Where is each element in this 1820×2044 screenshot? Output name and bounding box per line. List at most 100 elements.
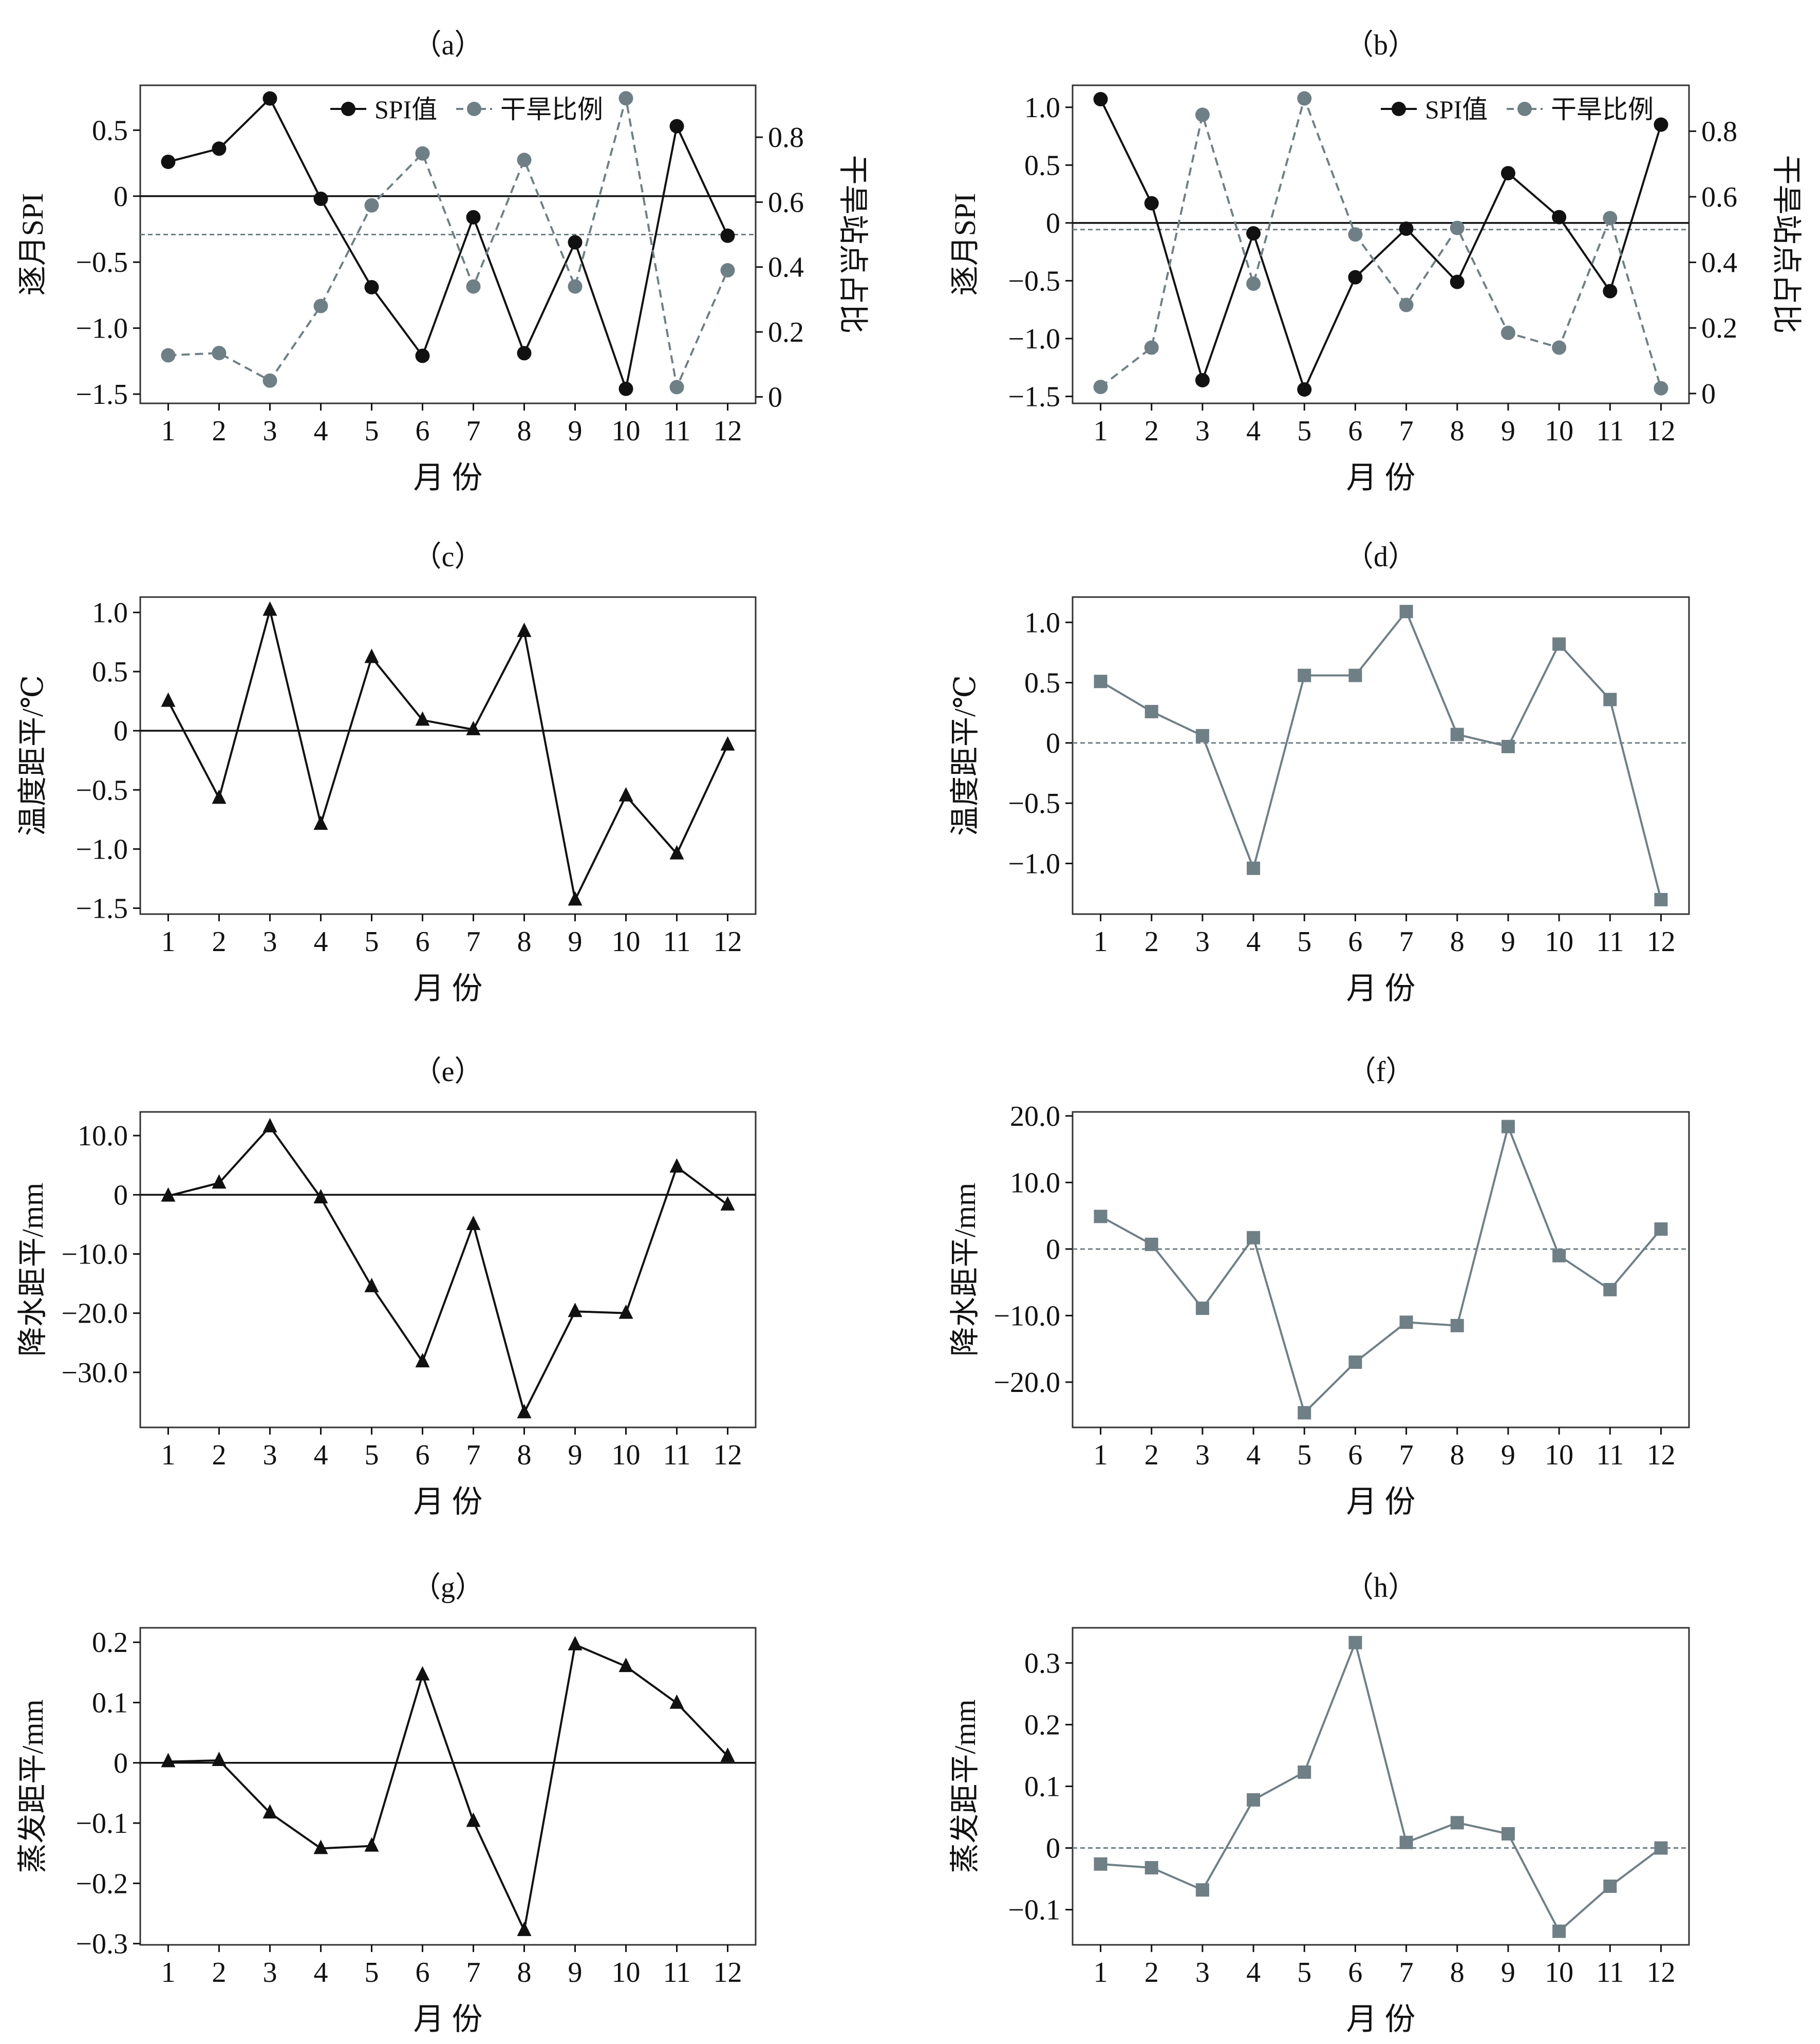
data-point bbox=[720, 736, 735, 751]
x-tick-label: 4 bbox=[313, 415, 328, 447]
data-point bbox=[669, 119, 684, 134]
y2-tick-label: 0.2 bbox=[1701, 312, 1737, 344]
data-point bbox=[1552, 210, 1567, 225]
series-1 bbox=[161, 1118, 735, 1419]
x-tick-label: 2 bbox=[212, 1957, 226, 1989]
data-point bbox=[720, 228, 735, 243]
x-tick-label: 7 bbox=[1399, 415, 1414, 447]
y2-tick-label: 0.6 bbox=[768, 187, 804, 218]
x-tick-label: 9 bbox=[568, 415, 583, 447]
x-tick-label: 5 bbox=[1297, 415, 1311, 447]
data-point bbox=[1450, 1816, 1464, 1830]
x-tick-label: 6 bbox=[1348, 1439, 1362, 1471]
y-tick-label: −0.5 bbox=[76, 247, 128, 278]
x-tick-label: 1 bbox=[1094, 415, 1108, 447]
y-tick-label: −0.5 bbox=[76, 774, 128, 806]
x-tick-label: 10 bbox=[1545, 415, 1573, 447]
chart-panel-h: （h）1 2 3 4 5 6 7 8 9 10 11 12月 份0.30.20.10−0.1蒸发距平/… bbox=[948, 1572, 1690, 2036]
data-point bbox=[212, 346, 227, 361]
data-point bbox=[1450, 274, 1465, 289]
data-point bbox=[720, 263, 735, 278]
x-tick-label: 1 bbox=[1094, 1957, 1108, 1989]
data-point bbox=[161, 692, 176, 707]
chart-panel-g: （g）1 2 3 4 5 6 7 8 9 10 11 12月 份0.20.10−0.1−0.2−0.3… bbox=[16, 1572, 757, 2036]
x-tick-label: 9 bbox=[1501, 926, 1515, 958]
y-axis-label: 温度距平/℃ bbox=[16, 675, 49, 836]
data-point bbox=[466, 1812, 481, 1827]
legend-marker bbox=[1392, 102, 1406, 116]
x-tick-label: 11 bbox=[1596, 1439, 1624, 1471]
x-tick-label: 12 bbox=[1646, 415, 1675, 447]
y-tick-label: 0.1 bbox=[92, 1687, 128, 1719]
plot-frame bbox=[139, 1627, 757, 1946]
y-tick-label: 0.5 bbox=[92, 656, 128, 688]
data-point bbox=[1297, 91, 1312, 106]
data-point bbox=[1399, 298, 1414, 312]
data-point bbox=[1093, 92, 1108, 107]
series-2 bbox=[1093, 91, 1668, 396]
data-point bbox=[212, 789, 227, 804]
x-axis-label: 月 份 bbox=[414, 972, 483, 1006]
y-tick-label: −1.0 bbox=[1008, 323, 1060, 355]
legend-marker bbox=[467, 102, 481, 116]
data-point bbox=[1654, 893, 1668, 906]
data-point bbox=[1654, 1222, 1668, 1236]
y-tick-label: 1.0 bbox=[1024, 607, 1060, 639]
x-tick-label: 2 bbox=[1144, 415, 1159, 447]
data-point bbox=[669, 380, 684, 395]
x-tick-label: 12 bbox=[714, 1439, 742, 1471]
x-tick-label: 12 bbox=[714, 926, 742, 958]
x-tick-label: 6 bbox=[415, 926, 429, 958]
plot-frame bbox=[139, 1111, 757, 1428]
data-point bbox=[212, 141, 227, 156]
y-tick-label: 0 bbox=[1046, 1234, 1060, 1266]
data-point bbox=[669, 1158, 684, 1173]
x-tick-label: 6 bbox=[415, 1957, 429, 1989]
y-tick-label: 10.0 bbox=[78, 1120, 128, 1152]
x-tick-label: 4 bbox=[313, 1439, 328, 1471]
x-tick-label: 1 bbox=[161, 415, 175, 447]
y-tick-label: −0.5 bbox=[1008, 265, 1060, 297]
series-line bbox=[1099, 99, 1662, 393]
data-point bbox=[669, 845, 684, 860]
x-tick-label: 9 bbox=[1501, 1957, 1515, 1989]
x-tick-label: 12 bbox=[714, 415, 742, 447]
series-1 bbox=[1093, 92, 1668, 397]
data-point bbox=[415, 146, 430, 161]
y-tick-label: −1.0 bbox=[1008, 848, 1060, 880]
data-point bbox=[262, 373, 277, 388]
data-point bbox=[313, 815, 328, 830]
x-axis-label: 月 份 bbox=[414, 1485, 483, 1519]
x-tick-label: 6 bbox=[1348, 1957, 1362, 1989]
data-point bbox=[517, 153, 532, 168]
y-tick-label: −1.5 bbox=[76, 379, 128, 411]
data-point bbox=[1298, 1765, 1311, 1779]
data-point bbox=[1603, 211, 1618, 226]
x-tick-label: 5 bbox=[1297, 1957, 1311, 1989]
x-tick-label: 1 bbox=[161, 1957, 175, 1989]
x-tick-label: 11 bbox=[663, 1439, 691, 1471]
data-point bbox=[1195, 729, 1209, 742]
x-tick-label: 5 bbox=[1297, 1439, 1311, 1471]
y-tick-label: −1.5 bbox=[1008, 381, 1060, 413]
data-point bbox=[212, 1174, 227, 1189]
x-tick-label: 1 bbox=[1094, 926, 1108, 958]
y-tick-label: −0.5 bbox=[1008, 788, 1060, 820]
data-point bbox=[466, 720, 481, 735]
x-tick-label: 4 bbox=[1246, 1957, 1261, 1989]
y-axis-label: 蒸发距平/mm bbox=[948, 1699, 982, 1873]
x-tick-label: 4 bbox=[313, 926, 328, 958]
y-tick-label: 0 bbox=[114, 1179, 128, 1211]
x-tick-label: 8 bbox=[1450, 415, 1465, 447]
data-point bbox=[415, 1353, 430, 1368]
data-point bbox=[262, 601, 277, 616]
series-1 bbox=[161, 91, 735, 396]
data-point bbox=[1247, 1231, 1261, 1244]
data-point bbox=[313, 1839, 328, 1854]
data-point bbox=[1552, 1924, 1566, 1938]
plot-frame bbox=[139, 596, 757, 915]
data-point bbox=[568, 891, 583, 906]
data-point bbox=[517, 1921, 532, 1936]
x-tick-label: 9 bbox=[568, 926, 583, 958]
data-point bbox=[1603, 284, 1618, 299]
